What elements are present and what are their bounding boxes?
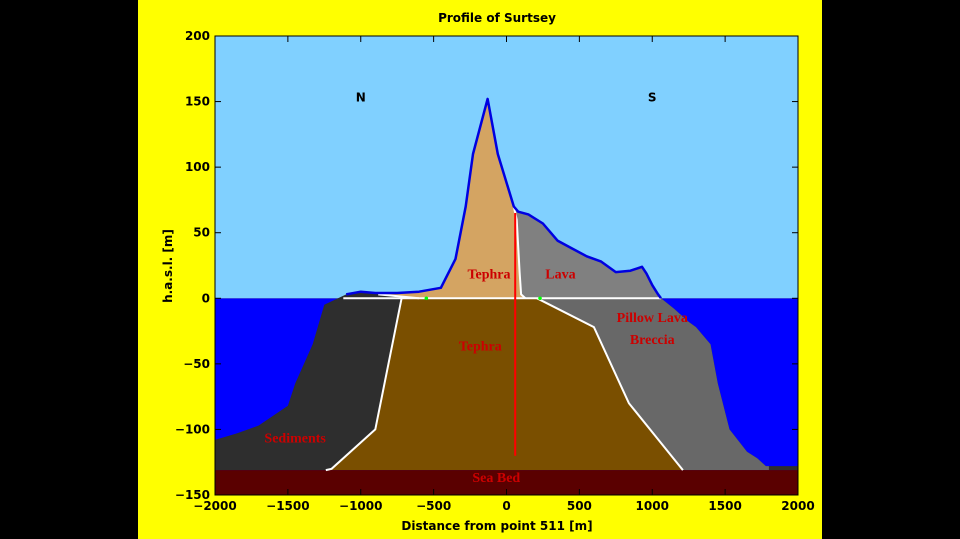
slide-background: Profile of Surtsey −2000 −1500 −1000 −500 0 5… bbox=[138, 0, 822, 539]
annotation-sediments: Sediments bbox=[264, 432, 326, 447]
annotation-n: N bbox=[356, 91, 366, 105]
y-tick-label: −100 bbox=[175, 422, 210, 436]
x-tick-label: −1000 bbox=[339, 499, 382, 513]
x-tick-label: 1500 bbox=[708, 499, 741, 513]
annotation-tephra: Tephra bbox=[459, 340, 502, 355]
surtsey-profile-chart: Profile of Surtsey −2000 −1500 −1000 −500 0 5… bbox=[161, 11, 815, 533]
x-tick-label: 2000 bbox=[781, 499, 814, 513]
boundary-tephra-edge-above bbox=[378, 293, 420, 300]
annotation-breccia: Breccia bbox=[630, 333, 675, 348]
surface-outline bbox=[345, 97, 663, 300]
x-tick-label: 1000 bbox=[636, 499, 669, 513]
annotation-pillow-lava: Pillow Lava bbox=[617, 311, 688, 326]
annotation-sea-bed: Sea Bed bbox=[472, 471, 520, 486]
y-tick-label: −50 bbox=[183, 357, 210, 371]
y-tick-label: 50 bbox=[193, 226, 210, 240]
y-tick-label: 200 bbox=[185, 29, 210, 43]
marker-point-1 bbox=[538, 296, 542, 301]
x-tick-label: 0 bbox=[502, 499, 510, 513]
boundary-sediment-left bbox=[325, 298, 403, 472]
x-tick-label: −1500 bbox=[266, 499, 309, 513]
y-tick-label: 100 bbox=[185, 160, 210, 174]
x-tick-label: 500 bbox=[567, 499, 592, 513]
boundary-pillow-inner bbox=[536, 297, 684, 471]
annotation-lava: Lava bbox=[545, 268, 575, 283]
tephra-below-area bbox=[325, 298, 683, 471]
annotation-s: S bbox=[648, 91, 657, 105]
y-tick-label: 150 bbox=[185, 95, 210, 109]
x-tick-label: −2000 bbox=[193, 499, 236, 513]
y-axis-label: h.a.s.l. [m] bbox=[161, 229, 175, 303]
y-tick-label: 0 bbox=[202, 291, 210, 305]
chart-title: Profile of Surtsey bbox=[438, 11, 556, 25]
lava-area bbox=[513, 206, 661, 299]
y-tick-label: −150 bbox=[175, 488, 210, 502]
x-axis-label: Distance from point 511 [m] bbox=[401, 519, 592, 533]
x-tick-label: −500 bbox=[416, 499, 451, 513]
annotation-tephra: Tephra bbox=[467, 268, 510, 283]
marker-point-0 bbox=[424, 296, 429, 301]
tephra-above-area bbox=[378, 98, 526, 299]
